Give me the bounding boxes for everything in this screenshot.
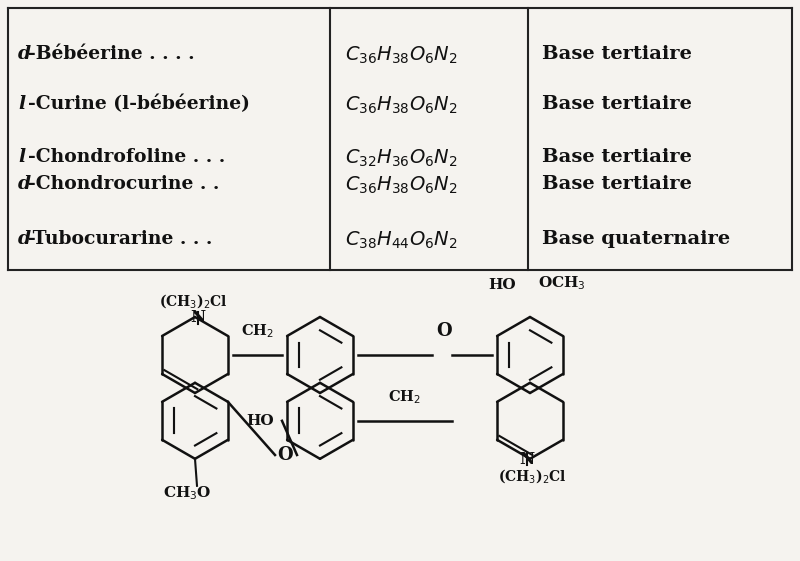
Text: CH$_2$: CH$_2$ — [241, 323, 274, 340]
Text: Base tertiaire: Base tertiaire — [542, 95, 692, 113]
Text: N: N — [519, 452, 534, 468]
Text: OCH$_3$: OCH$_3$ — [538, 274, 586, 292]
Text: -Curine (l-bébéerine): -Curine (l-bébéerine) — [28, 95, 250, 113]
Text: d: d — [18, 230, 31, 248]
Text: $C_{36}H_{38}O_6N_2$: $C_{36}H_{38}O_6N_2$ — [345, 95, 458, 116]
Text: HO: HO — [246, 414, 274, 428]
Text: Base tertiaire: Base tertiaire — [542, 175, 692, 193]
Text: d: d — [18, 45, 31, 63]
Text: $C_{38}H_{44}O_6N_2$: $C_{38}H_{44}O_6N_2$ — [345, 230, 458, 251]
Text: O: O — [277, 446, 293, 464]
Text: -Bébéerine . . . .: -Bébéerine . . . . — [28, 45, 194, 63]
Text: d: d — [18, 175, 31, 193]
Text: l: l — [18, 95, 25, 113]
Text: Base quaternaire: Base quaternaire — [542, 230, 730, 248]
Text: Base tertiaire: Base tertiaire — [542, 45, 692, 63]
Text: O: O — [436, 322, 452, 340]
Text: (CH$_3$)$_2$Cl: (CH$_3$)$_2$Cl — [498, 467, 566, 485]
Text: CH$_3$O: CH$_3$O — [162, 484, 211, 502]
Text: -Tubocurarine . . .: -Tubocurarine . . . — [28, 230, 212, 248]
Text: l: l — [18, 148, 25, 166]
Text: CH$_2$: CH$_2$ — [389, 388, 422, 406]
Text: N: N — [190, 310, 206, 327]
Text: $C_{36}H_{38}O_6N_2$: $C_{36}H_{38}O_6N_2$ — [345, 175, 458, 196]
Text: $C_{32}H_{36}O_6N_2$: $C_{32}H_{36}O_6N_2$ — [345, 148, 458, 169]
Text: (CH$_3$)$_2$Cl: (CH$_3$)$_2$Cl — [158, 293, 227, 310]
Text: Base tertiaire: Base tertiaire — [542, 148, 692, 166]
Text: -Chondrocurine . .: -Chondrocurine . . — [28, 175, 219, 193]
Text: HO: HO — [488, 278, 516, 292]
Text: $C_{36}H_{38}O_6N_2$: $C_{36}H_{38}O_6N_2$ — [345, 45, 458, 66]
Text: -Chondrofoline . . .: -Chondrofoline . . . — [28, 148, 226, 166]
